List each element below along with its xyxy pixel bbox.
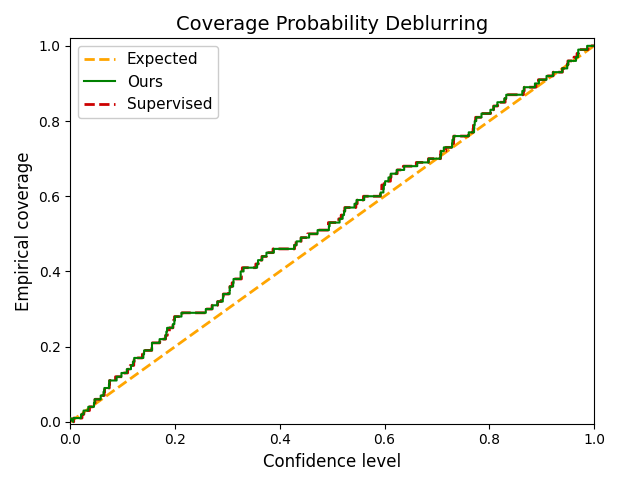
Supervised — [304, 231, 311, 237]
Supervised — [169, 321, 177, 327]
Y-axis label: Empirical coverage: Empirical coverage — [15, 151, 33, 311]
Supervised — [575, 51, 582, 56]
Ours — [66, 415, 74, 421]
Ours — [590, 43, 598, 49]
Supervised — [325, 220, 332, 226]
Supervised — [490, 107, 497, 113]
Supervised — [590, 43, 598, 49]
Supervised — [70, 419, 78, 425]
X-axis label: Confidence level: Confidence level — [263, 453, 401, 471]
Ours — [326, 220, 334, 226]
Ours — [583, 43, 591, 49]
Line: Ours: Ours — [70, 46, 594, 422]
Line: Supervised: Supervised — [70, 46, 594, 422]
Legend: Expected, Ours, Supervised: Expected, Ours, Supervised — [78, 46, 218, 119]
Title: Coverage Probability Deblurring: Coverage Probability Deblurring — [176, 15, 489, 34]
Supervised — [584, 43, 591, 49]
Ours — [490, 107, 497, 113]
Ours — [69, 419, 77, 425]
Supervised — [66, 415, 74, 421]
Ours — [575, 51, 582, 56]
Ours — [306, 231, 313, 237]
Supervised — [376, 190, 384, 195]
Ours — [377, 190, 384, 195]
Ours — [169, 321, 177, 327]
